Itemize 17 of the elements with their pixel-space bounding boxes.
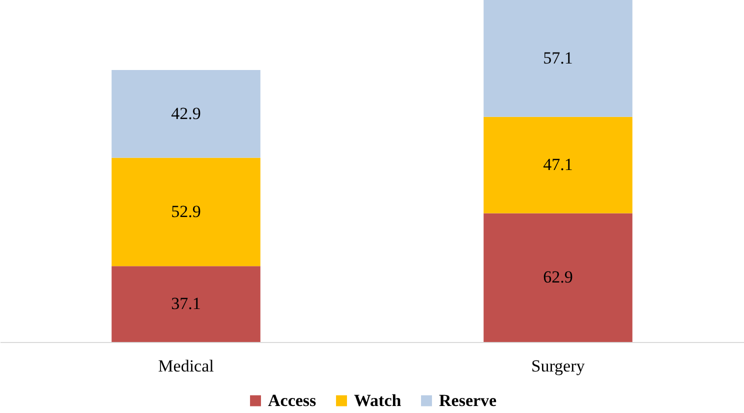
bar xyxy=(484,116,632,214)
data-label: 62.9 xyxy=(543,268,573,287)
x-tick-label: Medical xyxy=(158,356,214,376)
legend-label: Access xyxy=(268,390,317,410)
data-label: 37.1 xyxy=(171,294,201,314)
bar xyxy=(112,70,260,158)
bar xyxy=(484,0,632,117)
bar xyxy=(112,158,260,266)
x-tick-label: Surgery xyxy=(531,356,586,376)
legend-label: Watch xyxy=(354,390,402,410)
data-label: 47.1 xyxy=(543,155,573,174)
data-label: 57.1 xyxy=(543,48,573,68)
legend-label: Reserve xyxy=(439,390,498,410)
bar xyxy=(484,213,632,342)
bar xyxy=(112,266,260,342)
data-label: 52.9 xyxy=(171,202,201,221)
data-label: 42.9 xyxy=(171,104,201,123)
